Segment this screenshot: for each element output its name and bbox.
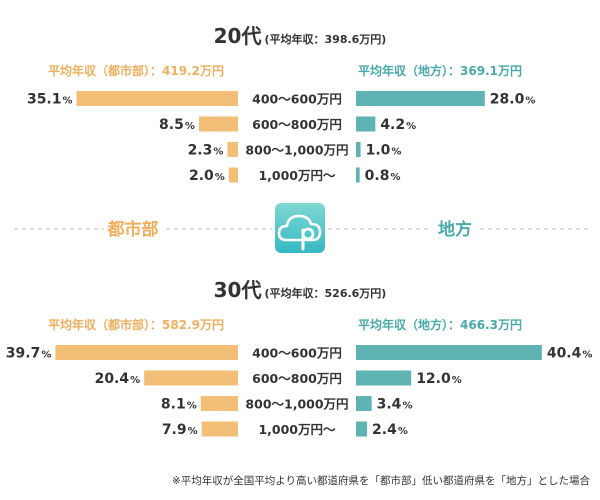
rural-bar: [356, 396, 372, 411]
rural-bar: [356, 91, 485, 106]
section-title-main: 30代: [214, 278, 262, 302]
urban-label-background: [104, 217, 162, 241]
rural-value-number: 0.8: [365, 168, 390, 184]
urban-value-label: 35.1%: [27, 92, 73, 108]
rural-value-label: 40.4%: [547, 346, 593, 362]
rural-value-unit: %: [452, 375, 462, 386]
urban-value-number: 8.1: [161, 397, 186, 413]
rural-region-label: 地方: [438, 219, 472, 240]
urban-value-unit: %: [188, 426, 198, 437]
urban-region-label: 都市部: [107, 219, 159, 240]
section-title-main: 20代: [214, 24, 262, 48]
urban-bar: [55, 345, 238, 360]
urban-value-label: 39.7%: [6, 346, 52, 362]
rural-label-background: [432, 217, 478, 241]
category-label: 600〜800万円: [252, 117, 342, 132]
urban-value-unit: %: [63, 96, 73, 107]
urban-bar: [227, 142, 238, 157]
category-label: 800〜1,000万円: [245, 397, 348, 412]
rural-value-number: 40.4: [547, 346, 582, 362]
rural-value-number: 12.0: [416, 371, 451, 387]
rural-value-unit: %: [390, 172, 400, 183]
urban-value-label: 8.1%: [161, 397, 197, 413]
rural-value-number: 4.2: [380, 117, 405, 133]
rural-value-label: 28.0%: [490, 92, 536, 108]
category-label: 800〜1,000万円: [245, 143, 348, 158]
category-label: 400〜600万円: [252, 346, 342, 361]
section-title-30s: 30代 (平均年収：526.6万円): [214, 278, 387, 302]
section-title-20s: 20代 (平均年収：398.6万円): [214, 24, 387, 48]
urban-value-unit: %: [130, 375, 140, 386]
rural-bar: [356, 167, 360, 183]
urban-bar: [201, 421, 238, 437]
rural-value-label: 12.0%: [416, 371, 462, 387]
chart-section-30s: 30代 (平均年収：526.6万円) 平均年収（都市部）：582.9万円 平均年収（地…: [6, 278, 593, 438]
section-title-subtitle: (平均年収：526.6万円): [264, 286, 386, 300]
rural-value-unit: %: [525, 96, 535, 107]
rural-bar: [356, 421, 368, 437]
rural-value-number: 1.0: [366, 143, 391, 159]
rural-value-unit: %: [582, 350, 592, 361]
rural-value-number: 3.4: [377, 397, 402, 413]
urban-bar: [76, 91, 238, 106]
urban-value-label: 8.5%: [159, 117, 195, 133]
urban-value-number: 35.1: [27, 92, 62, 108]
section-title-subtitle: (平均年収：398.6万円): [264, 32, 386, 46]
urban-value-label: 2.0%: [189, 168, 225, 184]
rural-bar: [356, 345, 542, 360]
urban-average-label: 平均年収（都市部）：419.2万円: [48, 63, 224, 78]
footnote: ※平均年収が全国平均より高い都道府県を「都市部」低い都道府県を「地方」とした場合: [172, 474, 591, 487]
category-label: 1,000万円〜: [258, 422, 336, 437]
urban-value-unit: %: [185, 121, 195, 132]
urban-value-unit: %: [215, 172, 225, 183]
urban-value-label: 2.3%: [188, 143, 224, 159]
urban-value-label: 20.4%: [95, 371, 141, 387]
urban-value-number: 2.3: [188, 143, 213, 159]
chart-section-20s: 20代 (平均年収：398.6万円) 平均年収（都市部）：419.2万円 平均年収（地…: [27, 24, 535, 184]
category-label: 400〜600万円: [252, 92, 342, 107]
urban-value-number: 39.7: [6, 346, 41, 362]
urban-value-number: 20.4: [95, 371, 130, 387]
rural-value-unit: %: [398, 426, 408, 437]
rural-bar: [356, 142, 361, 157]
rural-value-unit: %: [402, 401, 412, 412]
rural-bar: [356, 370, 412, 386]
urban-value-label: 7.9%: [162, 422, 198, 438]
rural-value-label: 0.8%: [365, 168, 401, 184]
rural-bar: [356, 116, 376, 132]
category-label: 600〜800万円: [252, 371, 342, 386]
cloud-p-logo-icon: [275, 203, 325, 253]
category-label: 1,000万円〜: [258, 168, 336, 183]
urban-value-unit: %: [187, 401, 197, 412]
urban-bar: [198, 116, 238, 132]
rural-value-number: 28.0: [490, 92, 525, 108]
urban-value-unit: %: [41, 350, 51, 361]
urban-bar: [228, 167, 238, 183]
urban-value-number: 2.0: [189, 168, 214, 184]
center-divider: 都市部 地方: [14, 203, 590, 253]
urban-average-label: 平均年収（都市部）：582.9万円: [48, 317, 224, 332]
rural-value-label: 1.0%: [366, 143, 402, 159]
urban-value-number: 7.9: [162, 422, 187, 438]
rural-value-unit: %: [391, 147, 401, 158]
rural-average-label: 平均年収（地方）：369.1万円: [358, 63, 522, 78]
rural-value-label: 3.4%: [377, 397, 413, 413]
urban-bar: [144, 370, 238, 386]
rural-value-label: 4.2%: [380, 117, 416, 133]
rural-value-number: 2.4: [372, 422, 397, 438]
rural-value-label: 2.4%: [372, 422, 408, 438]
urban-bar: [200, 396, 238, 411]
rural-average-label: 平均年収（地方）：466.3万円: [358, 317, 522, 332]
rural-value-unit: %: [406, 121, 416, 132]
urban-value-number: 8.5: [159, 117, 184, 133]
urban-value-unit: %: [213, 147, 223, 158]
